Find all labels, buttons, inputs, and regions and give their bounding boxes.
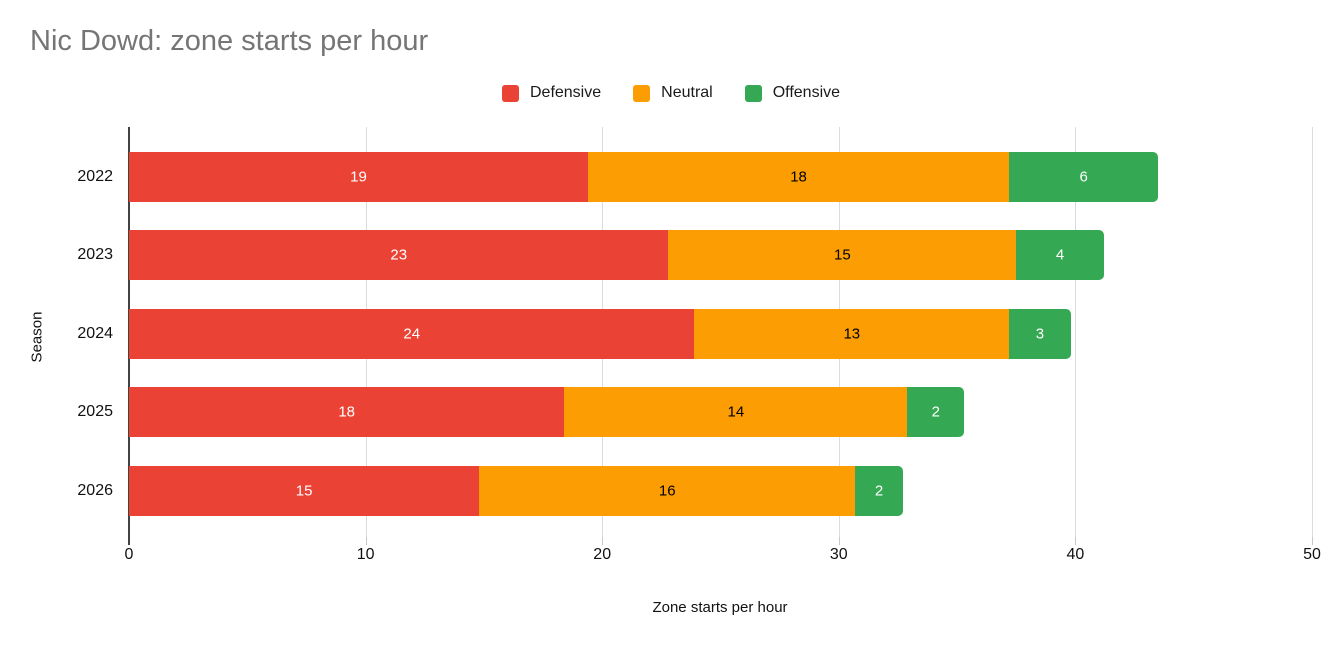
bar-value-neutral-2022: 18 [790, 168, 807, 185]
chart-title: Nic Dowd: zone starts per hour [30, 25, 429, 57]
bar-segment-defensive-2025 [129, 387, 565, 438]
legend-label: Neutral [661, 84, 713, 101]
legend-label: Offensive [772, 84, 841, 101]
legend-swatch-offensive [744, 84, 762, 102]
legend-swatch-neutral [633, 84, 651, 102]
category-label-2023: 2023 [77, 246, 113, 264]
gridline-40 [1075, 127, 1077, 537]
bar-value-neutral-2024: 13 [843, 325, 861, 343]
bar-value-offensive-2026: 2 [874, 482, 884, 500]
x-tick-30 [838, 537, 840, 545]
x-tick-label-0: 0 [124, 546, 134, 563]
category-label-2025: 2025 [77, 403, 113, 421]
x-tick-label-20: 20 [593, 546, 612, 563]
x-tick-10 [365, 537, 367, 545]
bar-value-neutral-2023: 15 [834, 246, 851, 264]
x-tick-40 [1075, 537, 1077, 545]
bar-segment-neutral-2026 [479, 465, 856, 516]
legend-item-offensive: Offensive [744, 84, 841, 102]
bar-value-neutral-2026: 16 [658, 482, 676, 500]
bar-segment-defensive-2022 [129, 151, 588, 202]
gridline-50 [1312, 127, 1313, 537]
bar-value-defensive-2022: 19 [350, 168, 367, 185]
legend-item-neutral: Neutral [633, 84, 713, 102]
bar-segment-offensive-2024 [1009, 308, 1071, 359]
bar-segment-defensive-2026 [129, 465, 480, 516]
bar-segment-defensive-2024 [129, 308, 695, 359]
y-axis-title: Season [28, 311, 46, 363]
x-tick-label-30: 30 [829, 546, 848, 563]
bar-segment-offensive-2025 [907, 387, 965, 438]
x-tick-label-40: 40 [1066, 546, 1085, 563]
bar-segment-neutral-2024 [694, 308, 1010, 359]
legend-label: Defensive [529, 84, 602, 101]
bar-value-defensive-2023: 23 [390, 246, 408, 264]
bar-segment-offensive-2023 [1016, 230, 1104, 281]
x-tick-20 [602, 537, 604, 545]
bar-value-neutral-2025: 14 [727, 403, 745, 421]
bar-segment-offensive-2026 [855, 465, 903, 516]
bar-value-defensive-2024: 24 [403, 325, 421, 343]
legend: Defensive Neutral Offensive [0, 83, 1342, 103]
bar-value-offensive-2023: 4 [1055, 246, 1065, 264]
bar-value-offensive-2025: 2 [931, 403, 940, 421]
bar-value-defensive-2025: 18 [338, 403, 356, 421]
category-label-2024: 2024 [77, 324, 113, 342]
legend-item-defensive: Defensive [501, 84, 602, 102]
x-tick-label-10: 10 [356, 546, 375, 563]
bar-value-defensive-2026: 15 [295, 482, 313, 500]
bar-value-offensive-2022: 6 [1079, 168, 1088, 185]
bar-value-offensive-2024: 3 [1035, 325, 1045, 343]
x-axis-title: Zone starts per hour [652, 599, 788, 616]
legend-swatch-defensive [501, 84, 519, 102]
category-label-2026: 2026 [77, 481, 113, 499]
bar-segment-defensive-2023 [129, 230, 669, 281]
bar-segment-neutral-2022 [588, 151, 1010, 202]
category-label-2022: 2022 [77, 167, 113, 185]
bar-segment-neutral-2025 [564, 387, 908, 438]
x-tick-label-50: 50 [1303, 546, 1321, 563]
bar-segment-offensive-2022 [1009, 151, 1159, 202]
bar-segment-neutral-2023 [668, 230, 1017, 281]
x-tick-50 [1312, 537, 1313, 545]
